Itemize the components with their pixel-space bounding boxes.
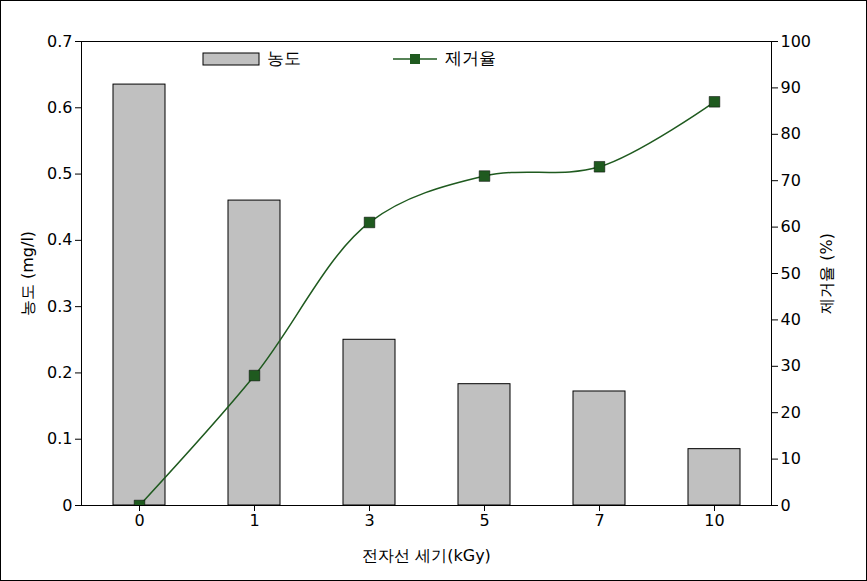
svg-text:100: 100 [781, 32, 812, 51]
svg-text:0.3: 0.3 [47, 297, 72, 316]
svg-text:0.6: 0.6 [47, 98, 72, 117]
svg-text:3: 3 [364, 511, 374, 530]
html-text:제거율: 제거율 [445, 48, 496, 68]
svg-text:0.5: 0.5 [47, 164, 72, 183]
svg-text:0.2: 0.2 [47, 363, 72, 382]
svg-text:5: 5 [479, 511, 489, 530]
svg-text:0: 0 [781, 496, 791, 515]
svg-text:60: 60 [781, 217, 801, 236]
svg-text:30: 30 [781, 356, 801, 375]
svg-text:7: 7 [594, 511, 604, 530]
svg-text:0: 0 [134, 511, 144, 530]
svg-text:농도 (mg/l): 농도 (mg/l) [18, 231, 37, 316]
svg-text:50: 50 [781, 264, 801, 283]
svg-text:10: 10 [781, 449, 801, 468]
svg-text:40: 40 [781, 310, 801, 329]
svg-text:90: 90 [781, 78, 801, 97]
svg-text:전자선 세기(kGy): 전자선 세기(kGy) [362, 546, 491, 565]
svg-text:1: 1 [249, 511, 259, 530]
svg-text:20: 20 [781, 403, 801, 422]
svg-text:0: 0 [62, 496, 72, 515]
svg-text:0.4: 0.4 [47, 230, 72, 249]
svg-text:제거율 (%): 제거율 (%) [817, 233, 836, 314]
svg-text:10: 10 [704, 511, 724, 530]
svg-text:0.7: 0.7 [47, 32, 72, 51]
svg-text:0.1: 0.1 [47, 429, 72, 448]
html-text:농도: 농도 [267, 48, 301, 68]
svg-text:80: 80 [781, 124, 801, 143]
svg-text:70: 70 [781, 171, 801, 190]
